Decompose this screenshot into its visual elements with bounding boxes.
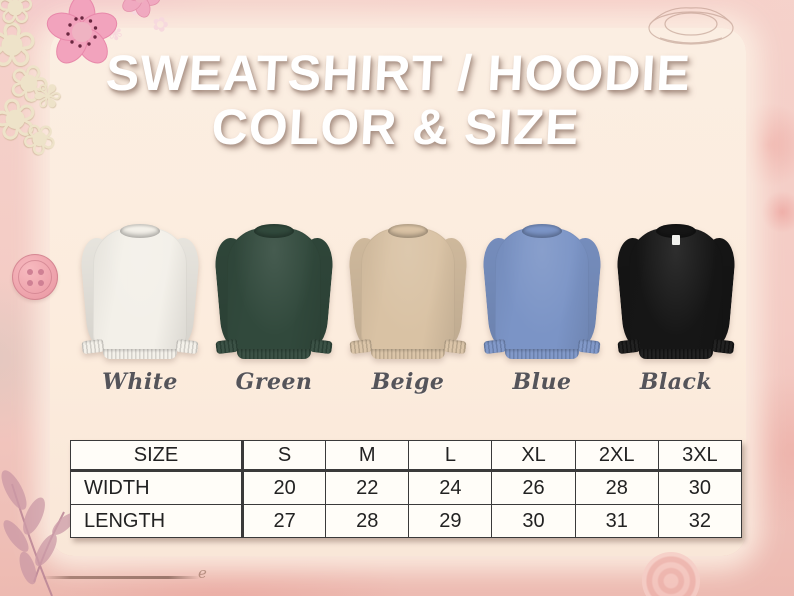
sweatshirt-right-cuff bbox=[309, 338, 333, 355]
sweatshirt-icon bbox=[79, 224, 201, 360]
curl-flourish-icon: e bbox=[198, 564, 207, 582]
sweatshirt-collar bbox=[522, 224, 562, 238]
size-value-cell: 20 bbox=[241, 470, 327, 505]
size-value-cell: 30 bbox=[657, 470, 743, 505]
size-column-header: 2XL bbox=[574, 440, 659, 472]
sweatshirt-collar bbox=[388, 224, 428, 238]
size-column-header: 3XL bbox=[657, 440, 743, 472]
sweatshirt-icon bbox=[213, 224, 335, 360]
flower-icon: ✿ bbox=[128, 0, 150, 22]
line-art-ornament-icon bbox=[648, 7, 734, 45]
sweatshirt-body bbox=[629, 228, 723, 352]
size-column-header: XL bbox=[491, 440, 576, 472]
sweatshirt-right-cuff bbox=[443, 338, 467, 355]
size-chart-corner-header: SIZE bbox=[70, 440, 244, 472]
sweatshirt-hem bbox=[103, 349, 177, 359]
size-column-header: S bbox=[241, 440, 327, 472]
flower-icon: ❀ bbox=[0, 0, 35, 34]
color-options-row: White Green Beige bbox=[76, 224, 740, 395]
sweatshirt-icon bbox=[347, 224, 469, 360]
product-color-option: White bbox=[76, 224, 204, 395]
size-column-header: M bbox=[325, 440, 410, 472]
sewing-button-icon bbox=[12, 254, 58, 300]
color-name-label: Beige bbox=[371, 369, 445, 395]
sweatshirt-body bbox=[361, 228, 455, 352]
sweatshirt-left-cuff bbox=[349, 338, 373, 355]
size-value-cell: 27 bbox=[241, 504, 327, 538]
leaves-icon bbox=[1, 470, 76, 596]
product-color-option: Black bbox=[612, 224, 740, 395]
color-name-label: Green bbox=[235, 369, 313, 395]
color-name-label: Black bbox=[639, 369, 713, 395]
measurement-row-label: LENGTH bbox=[70, 504, 244, 538]
size-value-cell: 28 bbox=[325, 504, 410, 538]
size-value-cell: 24 bbox=[408, 470, 493, 505]
title-line-2: COLOR & SIZE bbox=[210, 99, 581, 155]
rose-swirl-icon bbox=[642, 552, 700, 596]
page-title: SWEATSHIRT / HOODIE COLOR & SIZE bbox=[0, 45, 794, 155]
product-color-option: Green bbox=[210, 224, 338, 395]
sweatshirt-left-cuff bbox=[81, 338, 105, 355]
size-chart-table: SIZE S M L XL 2XL 3XL WIDTH 20 22 24 26 28 30 LENGTH 2… bbox=[70, 440, 743, 538]
size-chart-row: LENGTH 27 28 29 30 31 32 bbox=[70, 504, 743, 538]
size-column-header: L bbox=[408, 440, 493, 472]
color-name-label: White bbox=[102, 369, 178, 395]
size-chart-body: WIDTH 20 22 24 26 28 30 LENGTH 27 28 29 30 31 32 bbox=[70, 470, 743, 538]
sweatshirt-hem bbox=[639, 349, 713, 359]
sweatshirt-left-cuff bbox=[617, 338, 641, 355]
product-color-option: Beige bbox=[344, 224, 472, 395]
sweatshirt-right-cuff bbox=[175, 338, 199, 355]
title-line-1: SWEATSHIRT / HOODIE bbox=[104, 45, 693, 101]
size-value-cell: 26 bbox=[491, 470, 576, 505]
size-value-cell: 32 bbox=[657, 504, 743, 538]
sweatshirt-body bbox=[227, 228, 321, 352]
sweatshirt-collar bbox=[254, 224, 294, 238]
size-value-cell: 22 bbox=[325, 470, 410, 505]
twig-icon bbox=[42, 576, 200, 579]
measurement-row-label: WIDTH bbox=[70, 470, 244, 505]
sweatshirt-hem bbox=[505, 349, 579, 359]
size-chart-row: WIDTH 20 22 24 26 28 30 bbox=[70, 470, 743, 505]
sweatshirt-right-cuff bbox=[577, 338, 601, 355]
product-color-option: Blue bbox=[478, 224, 606, 395]
sweatshirt-collar bbox=[656, 224, 696, 238]
size-value-cell: 28 bbox=[574, 470, 659, 505]
sweatshirt-left-cuff bbox=[215, 338, 239, 355]
sweatshirt-hem bbox=[371, 349, 445, 359]
sweatshirt-collar bbox=[120, 224, 160, 238]
size-chart-header-row: SIZE S M L XL 2XL 3XL bbox=[70, 440, 743, 472]
sweatshirt-body bbox=[93, 228, 187, 352]
sweatshirt-icon bbox=[615, 224, 737, 360]
size-value-cell: 30 bbox=[491, 504, 576, 538]
sweatshirt-hem bbox=[237, 349, 311, 359]
color-name-label: Blue bbox=[512, 369, 572, 395]
button-holes bbox=[27, 269, 33, 275]
sweatshirt-right-cuff bbox=[711, 338, 735, 355]
sweatshirt-body bbox=[495, 228, 589, 352]
sweatshirt-icon bbox=[481, 224, 603, 360]
size-value-cell: 29 bbox=[408, 504, 493, 538]
size-value-cell: 31 bbox=[574, 504, 659, 538]
sweatshirt-left-cuff bbox=[483, 338, 507, 355]
